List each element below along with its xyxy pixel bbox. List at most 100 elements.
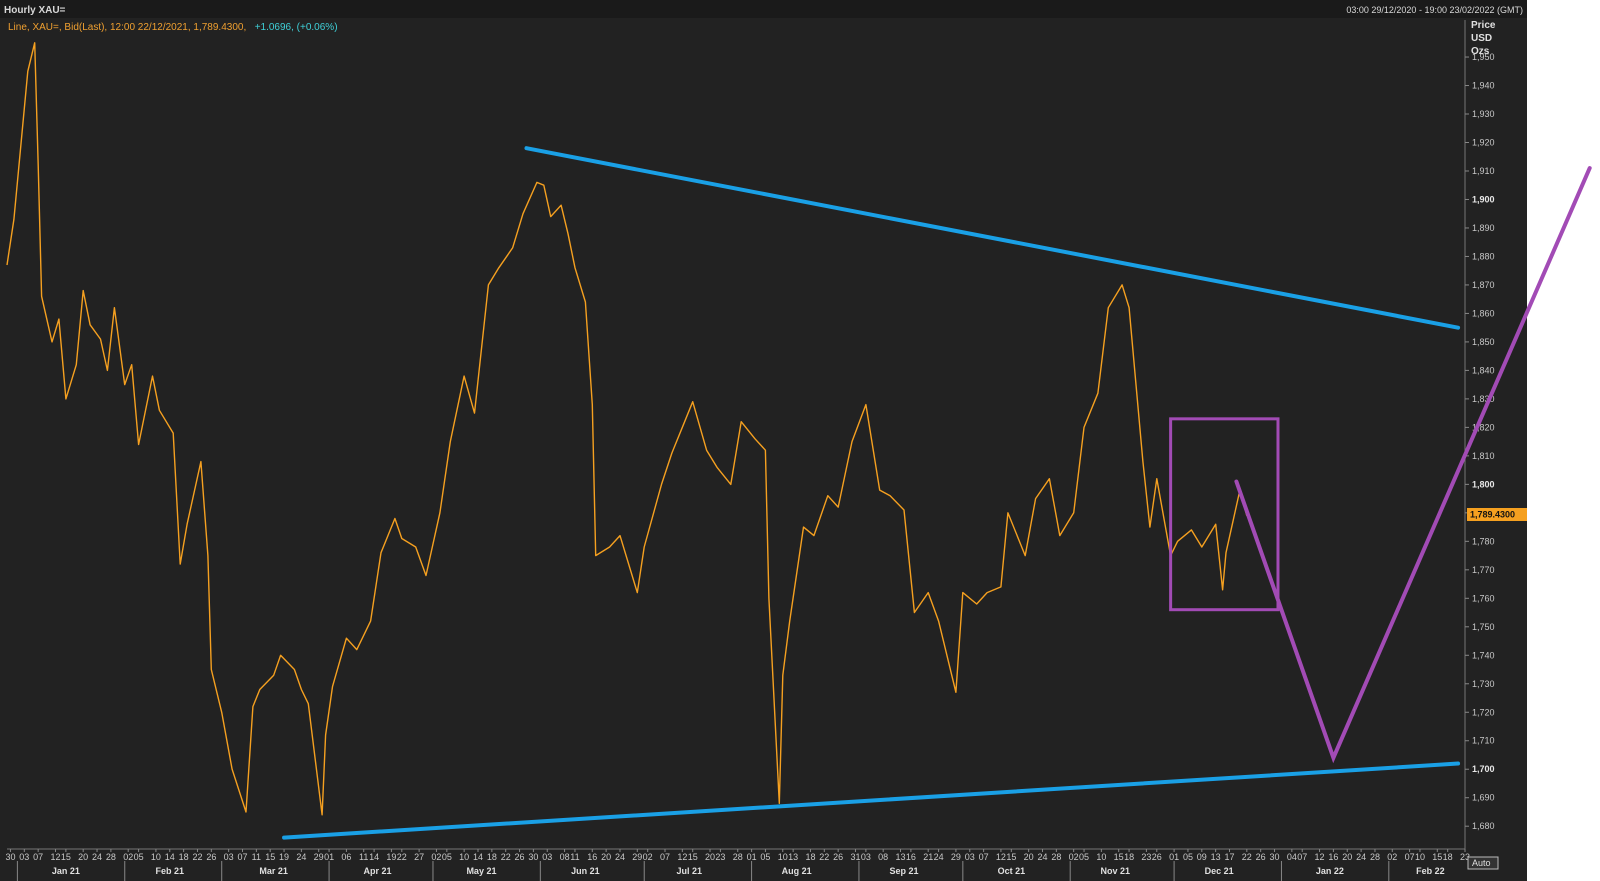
x-day-label: 02 (1387, 852, 1397, 862)
x-day-label: 15 (1006, 852, 1016, 862)
x-day-label: 05 (442, 852, 452, 862)
y-tick-label: 1,950 (1472, 52, 1495, 62)
x-day-label: 20 (705, 852, 715, 862)
x-day-label: 22 (397, 852, 407, 862)
x-day-label: 06 (341, 852, 351, 862)
x-day-label: 23 (715, 852, 725, 862)
x-day-label: 12 (996, 852, 1006, 862)
x-day-label: 12 (50, 852, 60, 862)
y-tick-label: 1,780 (1472, 536, 1495, 546)
x-day-label: 24 (92, 852, 102, 862)
x-day-label: 02 (431, 852, 441, 862)
x-day-label: 22 (501, 852, 511, 862)
x-day-label: 16 (906, 852, 916, 862)
x-day-label: 12 (1315, 852, 1325, 862)
x-day-label: 30 (528, 852, 538, 862)
x-day-label: 29 (314, 852, 324, 862)
x-day-label: 28 (106, 852, 116, 862)
x-day-label: 26 (515, 852, 525, 862)
month-separators (16, 861, 1390, 881)
y-tick-label: 1,740 (1472, 650, 1495, 660)
plot-frame (7, 20, 1466, 850)
y-tick-label: 1,700 (1472, 764, 1495, 774)
y-tick-label: 1,900 (1472, 194, 1495, 204)
x-day-label: 24 (934, 852, 944, 862)
y-tick-label: 1,920 (1472, 137, 1495, 147)
auto-button-label[interactable]: Auto (1472, 858, 1491, 868)
y-tick-label: 1,870 (1472, 280, 1495, 290)
x-day-label: 24 (615, 852, 625, 862)
x-day-label: 26 (833, 852, 843, 862)
x-day-label: 16 (1328, 852, 1338, 862)
x-day-label: 05 (134, 852, 144, 862)
x-day-label: 23 (1141, 852, 1151, 862)
y-tick-label: 1,820 (1472, 422, 1495, 432)
x-day-label: 29 (951, 852, 961, 862)
x-day-label: 31 (850, 852, 860, 862)
x-day-label: 28 (1370, 852, 1380, 862)
x-day-label: 04 (1287, 852, 1297, 862)
x-day-label: 07 (660, 852, 670, 862)
x-day-label: 07 (1405, 852, 1415, 862)
x-day-label: 03 (542, 852, 552, 862)
legend: Line, XAU=, Bid(Last), 12:00 22/12/2021,… (8, 17, 338, 34)
highlight-box (1169, 417, 1280, 612)
x-day-label: 30 (1270, 852, 1280, 862)
x-day-label: 30 (5, 852, 15, 862)
x-day-label: 19 (386, 852, 396, 862)
x-day-label: 05 (1183, 852, 1193, 862)
x-day-label: 23 (1460, 852, 1470, 862)
x-day-label: 28 (733, 852, 743, 862)
x-day-label: 09 (1197, 852, 1207, 862)
x-day-label: 22 (192, 852, 202, 862)
x-month-label: Jan 21 (52, 866, 80, 876)
auto-button-frame[interactable] (1467, 856, 1499, 870)
y-tick-label: 1,940 (1472, 81, 1495, 91)
x-month-label: May 21 (466, 866, 496, 876)
x-month-label: Nov 21 (1100, 866, 1130, 876)
x-day-label: 10 (778, 852, 788, 862)
auto-scale-button[interactable]: Auto (1467, 856, 1499, 870)
x-day-label: 20 (78, 852, 88, 862)
y-tick-label: 1,710 (1472, 736, 1495, 746)
x-day-label: 03 (19, 852, 29, 862)
x-day-label: 15 (688, 852, 698, 862)
y-tick-label: 1,730 (1472, 679, 1495, 689)
x-day-label: 10 (151, 852, 161, 862)
y-tick-label: 1,860 (1472, 308, 1495, 318)
legend-main: Line, XAU=, Bid(Last), 12:00 22/12/2021,… (8, 22, 246, 33)
x-day-label: 19 (279, 852, 289, 862)
x-day-label: 05 (760, 852, 770, 862)
last-value-label: 1,789.4300 (1470, 510, 1515, 520)
x-day-label: 16 (587, 852, 597, 862)
forecast-path (1234, 166, 1592, 764)
x-day-label: 01 (1169, 852, 1179, 862)
x-day-label: 17 (1224, 852, 1234, 862)
x-day-label: 03 (224, 852, 234, 862)
x-day-label: 02 (123, 852, 133, 862)
x-day-label: 20 (601, 852, 611, 862)
x-day-label: 18 (805, 852, 815, 862)
x-day-label: 07 (33, 852, 43, 862)
x-month-label: Jul 21 (676, 866, 702, 876)
x-day-label: 14 (473, 852, 483, 862)
x-day-label: 24 (296, 852, 306, 862)
y-tick-label: 1,890 (1472, 223, 1495, 233)
y-axis-title-line-2: USD (1471, 33, 1492, 44)
x-day-label: 18 (1443, 852, 1453, 862)
page-margin (1527, 0, 1600, 881)
y-tick-label: 1,850 (1472, 337, 1495, 347)
x-day-label: 28 (1051, 852, 1061, 862)
x-day-label: 08 (878, 852, 888, 862)
y-tick-label: 1,930 (1472, 109, 1495, 119)
x-day-label: 26 (1152, 852, 1162, 862)
x-day-label: 24 (1356, 852, 1366, 862)
y-axis-title-line-1: Price (1471, 20, 1496, 31)
annotation-layer (282, 146, 1592, 840)
x-month-label: Jan 22 (1316, 866, 1344, 876)
x-day-label: 10 (1096, 852, 1106, 862)
x-day-label: 15 (1114, 852, 1124, 862)
x-day-label: 13 (788, 852, 798, 862)
price-line (6, 42, 1248, 816)
